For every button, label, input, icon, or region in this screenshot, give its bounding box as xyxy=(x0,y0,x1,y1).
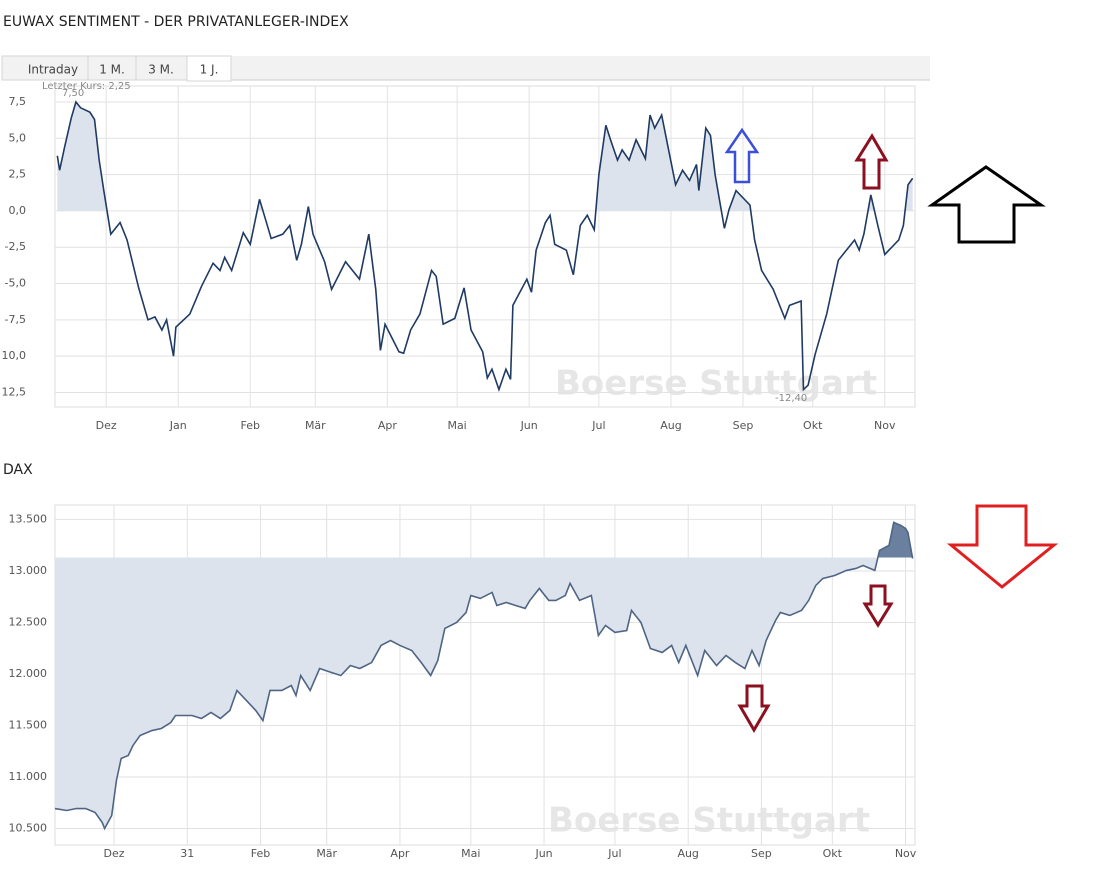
x-tick-label: Mai xyxy=(447,419,466,432)
chart-title: EUWAX SENTIMENT - DER PRIVATANLEGER-INDE… xyxy=(3,14,349,30)
plot-area xyxy=(54,85,916,408)
watermark: Boerse Stuttgart xyxy=(555,364,877,404)
x-tick-label: 31 xyxy=(180,847,194,860)
x-tick-label: Sep xyxy=(751,847,772,860)
y-tick-label: 2,5 xyxy=(9,168,27,181)
y-tick-label: 12,5 xyxy=(2,385,27,398)
x-tick-label: Jun xyxy=(534,847,552,860)
line xyxy=(54,521,914,831)
down-arrow xyxy=(737,684,771,733)
area-below xyxy=(55,557,913,829)
up-arrow xyxy=(724,127,760,184)
tab-label[interactable]: 1 M. xyxy=(99,63,125,77)
x-tick-label: Mär xyxy=(316,847,337,860)
watermark: Boerse Stuttgart xyxy=(548,801,870,841)
tab-active[interactable] xyxy=(186,55,232,82)
tab[interactable] xyxy=(135,55,188,81)
y-tick-label: 10.500 xyxy=(9,822,48,835)
x-tick-label: Aug xyxy=(660,419,681,432)
tab[interactable] xyxy=(1,55,89,81)
x-tick-label: Mär xyxy=(305,419,326,432)
down-arrow xyxy=(862,584,894,628)
y-tick-label: -7,5 xyxy=(5,313,26,326)
y-tick-label: 0,0 xyxy=(9,204,27,217)
x-tick-label: Mai xyxy=(461,847,480,860)
x-tick-label: Dez xyxy=(104,847,125,860)
tab-label[interactable]: Intraday xyxy=(28,63,78,77)
y-tick-label: -5,0 xyxy=(5,277,26,290)
annotation: Letzter Kurs: 2,25 xyxy=(42,81,131,92)
y-tick-label: 11.500 xyxy=(9,718,48,731)
line xyxy=(56,100,914,393)
x-tick-label: Nov xyxy=(874,419,896,432)
annotation: -12,40 xyxy=(775,393,807,404)
x-tick-label: Sep xyxy=(733,419,754,432)
up-arrow xyxy=(854,133,889,190)
x-tick-label: Jul xyxy=(591,419,605,432)
x-tick-label: Apr xyxy=(378,419,398,432)
y-tick-label: 13.500 xyxy=(9,512,48,525)
x-tick-label: Aug xyxy=(677,847,698,860)
x-tick-label: Dez xyxy=(96,419,117,432)
tab[interactable] xyxy=(87,55,137,81)
y-tick-label: 12.500 xyxy=(9,615,48,628)
tab-label[interactable]: 3 M. xyxy=(148,63,174,77)
annotation: 7,50 xyxy=(62,88,84,99)
y-tick-label: 12.000 xyxy=(9,667,48,680)
x-tick-label: Feb xyxy=(241,419,260,432)
x-tick-label: Jan xyxy=(169,419,187,432)
down-arrow xyxy=(946,504,1059,589)
x-tick-label: Jul xyxy=(607,847,621,860)
y-tick-label: 10,0 xyxy=(2,349,27,362)
x-tick-label: Apr xyxy=(390,847,410,860)
x-tick-label: Jun xyxy=(520,419,538,432)
y-tick-label: 13.000 xyxy=(9,564,48,577)
chart-title: DAX xyxy=(3,462,33,478)
y-tick-label: -2,5 xyxy=(5,240,26,253)
x-tick-label: Nov xyxy=(895,847,917,860)
x-tick-label: Okt xyxy=(823,847,843,860)
x-tick-label: Okt xyxy=(803,419,823,432)
y-tick-label: 5,0 xyxy=(9,131,27,144)
tab-label[interactable]: 1 J. xyxy=(200,63,219,77)
y-tick-label: 11.000 xyxy=(9,770,48,783)
up-arrow xyxy=(927,165,1046,244)
y-tick-label: 7,5 xyxy=(9,95,27,108)
x-tick-label: Feb xyxy=(251,847,270,860)
